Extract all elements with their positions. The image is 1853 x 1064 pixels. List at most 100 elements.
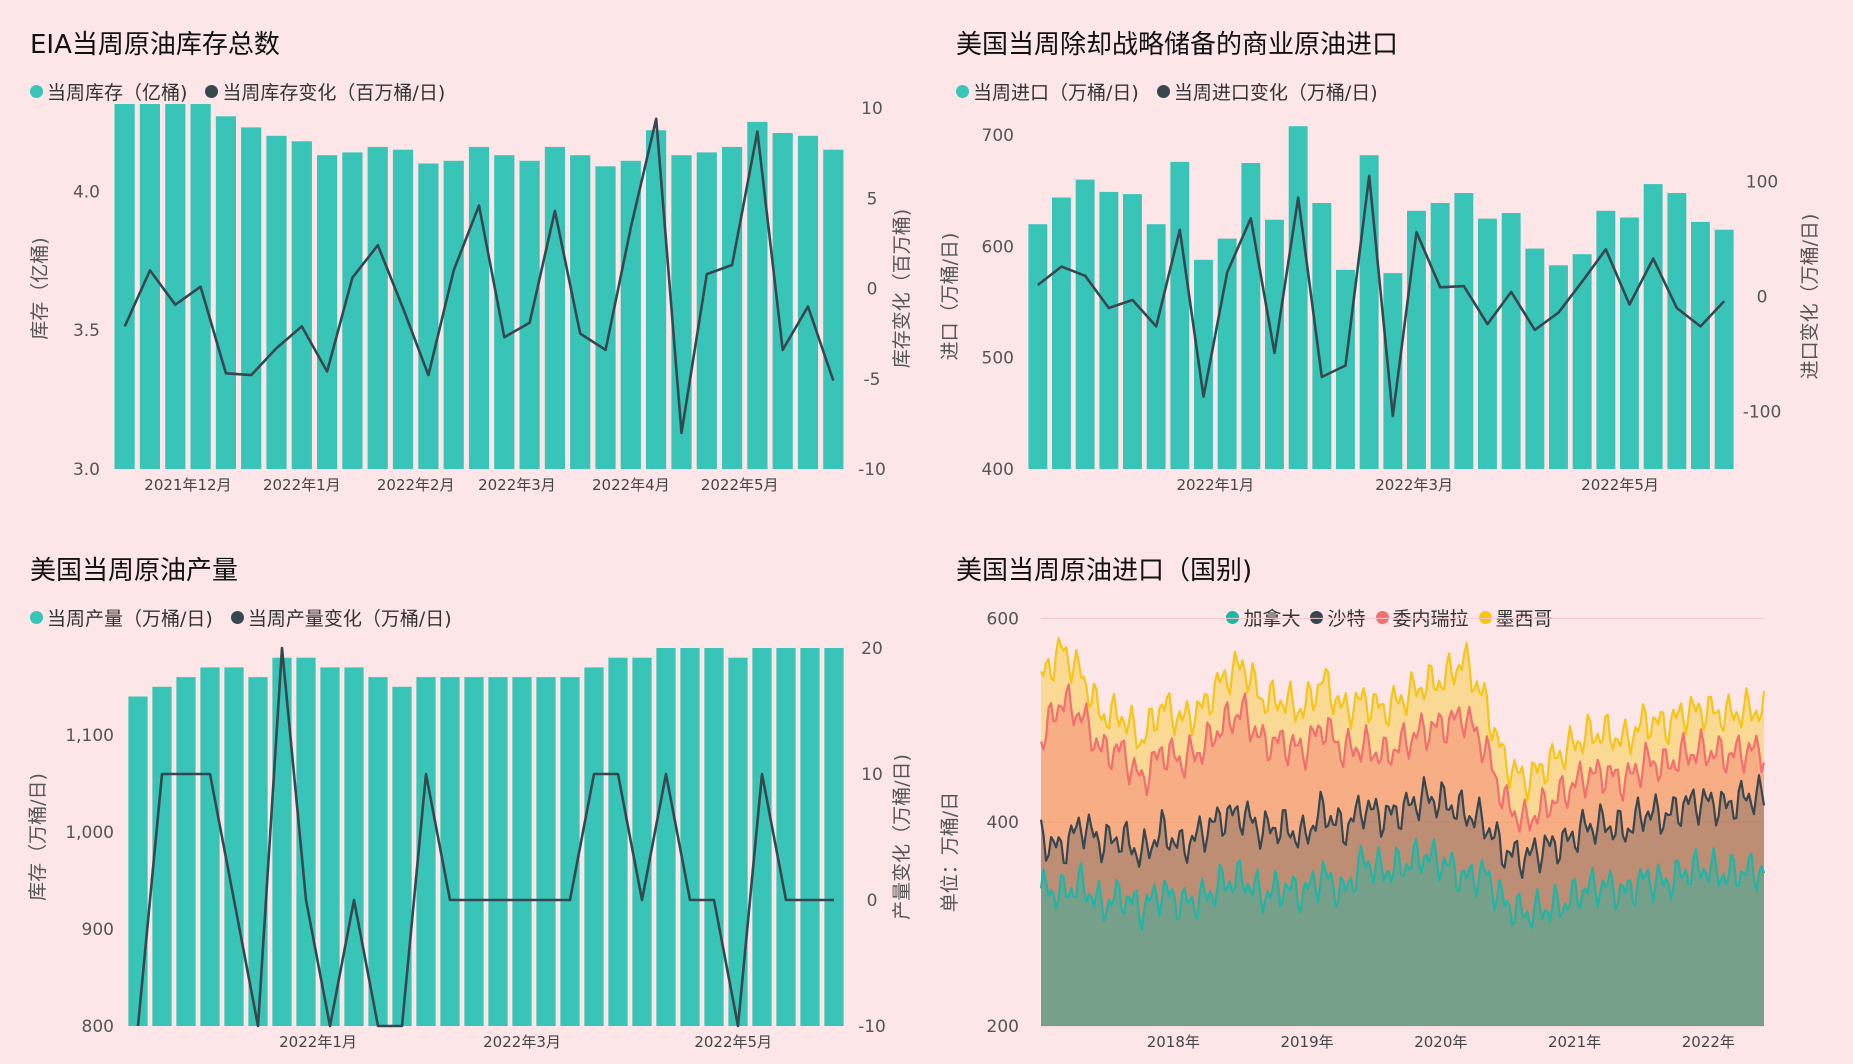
y-tick-left: 900 xyxy=(82,920,114,940)
bar xyxy=(165,104,186,469)
legend-item-bars[interactable]: 当周进口（万桶/日) xyxy=(956,78,1139,105)
bar xyxy=(1288,126,1308,469)
bar xyxy=(488,677,508,1026)
legend-item-line[interactable]: 当周进口变化（万桶/日) xyxy=(1156,78,1378,105)
x-tick-label: 2018年 xyxy=(1147,1033,1200,1051)
x-tick-label: 2022年3月 xyxy=(1375,476,1453,494)
bar xyxy=(1572,254,1592,469)
bar xyxy=(544,146,565,469)
legend-dot-bars xyxy=(30,85,43,98)
legend-label: 委内瑞拉 xyxy=(1392,608,1469,630)
bar xyxy=(800,648,820,1026)
y-tick: 400 xyxy=(987,813,1019,833)
legend-item-venezuela[interactable]: 委内瑞拉 xyxy=(1375,604,1469,631)
y-tick-left: 800 xyxy=(82,1017,114,1037)
legend-dot-line xyxy=(1156,85,1170,98)
legend-label: 当周进口（万桶/日) xyxy=(973,82,1139,104)
bar xyxy=(1454,193,1474,469)
y-tick-right: 0 xyxy=(867,891,878,911)
x-tick-label: 2022年1月 xyxy=(279,1033,357,1051)
legend-dot-canada xyxy=(1226,611,1240,624)
bar xyxy=(722,146,743,469)
y-axis-label-right: 库存变化（百万桶) xyxy=(891,209,913,368)
bar xyxy=(128,696,148,1026)
bar xyxy=(824,648,844,1026)
y-axis-label-right: 进口变化（万桶/日) xyxy=(1799,214,1821,380)
bar xyxy=(152,686,172,1026)
bar xyxy=(392,686,412,1026)
bar xyxy=(114,104,135,469)
bar xyxy=(368,677,388,1026)
y-tick-right: 5 xyxy=(867,189,878,209)
chart-title: 美国当周原油进口（国别) xyxy=(956,556,1253,586)
y-tick: 600 xyxy=(987,609,1019,629)
bar xyxy=(1265,219,1284,469)
x-tick-label: 2021年12月 xyxy=(144,476,231,494)
bar xyxy=(139,104,160,469)
y-tick-right: 0 xyxy=(867,280,878,300)
legend-item-bars[interactable]: 当周产量（万桶/日) xyxy=(30,604,213,631)
line-venezuela xyxy=(1039,683,1766,833)
legend-label: 当周产量变化（万桶/日) xyxy=(247,608,452,630)
inventory-panel: EIA当周原油库存总数 当周库存（亿桶) 当周库存变化（百万桶/日) 3.0 3.… xyxy=(0,0,926,540)
bar xyxy=(416,677,436,1026)
x-tick-label: 2022年3月 xyxy=(483,1033,561,1051)
imports-chart: 400 500 600 700 -100 0 100 2022年1月 2022年3月 2022年5… xyxy=(939,126,1821,494)
area-saudi xyxy=(1041,775,1764,1026)
bar xyxy=(317,155,338,469)
bar xyxy=(704,648,724,1026)
bar xyxy=(595,166,616,470)
imports-by-country-panel: 美国当周原油进口（国别) 加拿大 沙特 委内瑞拉 墨西哥 200 400 600 20… xyxy=(926,540,1853,1064)
y-tick-right: -10 xyxy=(858,460,886,480)
y-tick-right: 20 xyxy=(861,639,883,659)
y-axis-label-right: 产量变化（万桶/日) xyxy=(891,754,913,920)
y-axis-label-left: 进口（万桶/日) xyxy=(939,233,961,361)
bar xyxy=(512,677,532,1026)
x-tick-label: 2022年1月 xyxy=(263,476,341,494)
bar xyxy=(248,677,268,1026)
bar xyxy=(772,133,793,469)
bar xyxy=(291,141,312,470)
legend-item-line[interactable]: 当周产量变化（万桶/日) xyxy=(230,604,452,631)
bar xyxy=(344,667,364,1026)
legend-label: 沙特 xyxy=(1327,608,1366,630)
legend-item-canada[interactable]: 加拿大 xyxy=(1226,604,1300,631)
bar xyxy=(1620,217,1639,469)
bar xyxy=(570,155,591,469)
y-tick-left: 600 xyxy=(982,237,1014,257)
production-panel: 美国当周原油产量 当周产量（万桶/日) 当周产量变化（万桶/日) 800 900 1… xyxy=(0,540,926,1064)
y-tick-right: 10 xyxy=(861,765,883,785)
y-tick-left: 4.0 xyxy=(73,182,100,202)
x-tick-label: 2019年 xyxy=(1280,1033,1333,1051)
chart-title: 美国当周原油产量 xyxy=(30,556,239,586)
y-tick-left: 1,100 xyxy=(65,726,114,746)
legend-label: 当周库存（亿桶) xyxy=(47,82,188,104)
line-canada xyxy=(1039,837,1766,932)
chart-title: 美国当周除却战略储备的商业原油进口 xyxy=(956,30,1399,60)
area-canada xyxy=(1041,838,1764,1026)
legend-label: 加拿大 xyxy=(1243,608,1301,630)
bar xyxy=(620,160,641,470)
bar xyxy=(1194,259,1213,469)
bar xyxy=(671,155,692,469)
legend-dot-bars xyxy=(956,85,969,98)
legend-dot-saudi xyxy=(1310,611,1324,624)
bar xyxy=(296,657,316,1026)
y-tick-left: 3.0 xyxy=(73,460,100,480)
y-tick-right: 10 xyxy=(861,99,883,119)
bar xyxy=(176,677,196,1026)
bar xyxy=(560,677,580,1026)
bar xyxy=(494,155,515,469)
legend-item-saudi[interactable]: 沙特 xyxy=(1310,604,1366,631)
legend-item-line[interactable]: 当周库存变化（百万桶/日) xyxy=(205,78,445,105)
legend-dot-mexico xyxy=(1478,611,1492,624)
bar xyxy=(272,657,292,1026)
legend-item-mexico[interactable]: 墨西哥 xyxy=(1478,604,1553,631)
change-line xyxy=(123,117,835,435)
legend-item-bars[interactable]: 当周库存（亿桶) xyxy=(30,78,187,105)
x-tick-label: 2022年5月 xyxy=(1581,476,1659,494)
bar xyxy=(1383,273,1403,469)
x-tick-label: 2022年4月 xyxy=(592,476,670,494)
chart-legend: 加拿大 沙特 委内瑞拉 墨西哥 xyxy=(926,604,1853,631)
x-tick-label: 2022年5月 xyxy=(701,476,779,494)
